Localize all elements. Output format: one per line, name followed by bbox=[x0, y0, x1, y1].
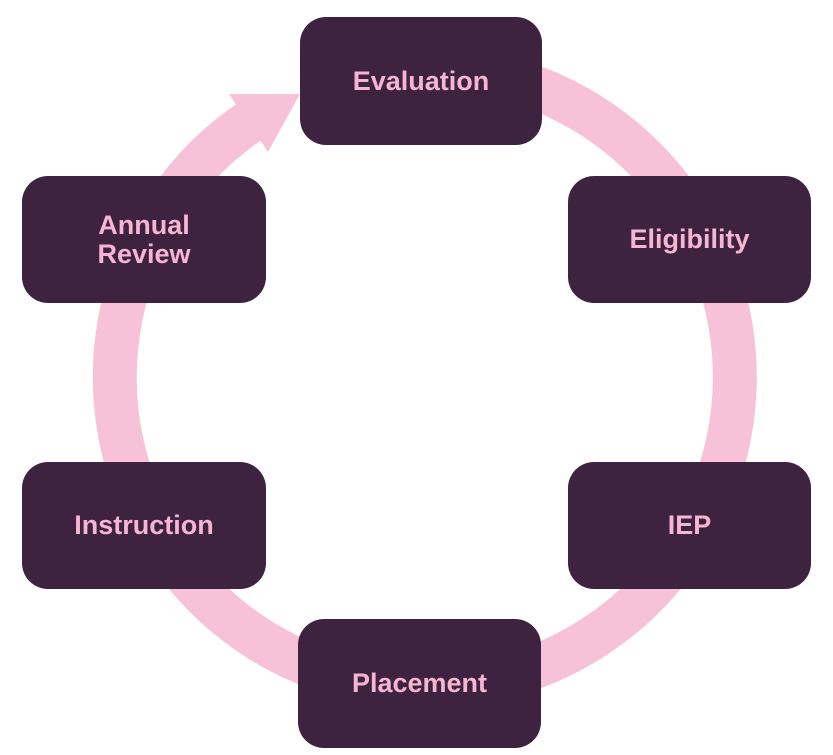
step-iep-label: IEP bbox=[667, 510, 712, 540]
step-instruction: Instruction bbox=[22, 462, 266, 589]
step-evaluation-label: Evaluation bbox=[352, 65, 490, 96]
step-placement: Placement bbox=[298, 619, 541, 748]
step-eligibility: Eligibility bbox=[568, 176, 811, 303]
step-annual-review-label: Annual Review bbox=[97, 209, 191, 269]
step-instruction-label: Instruction bbox=[74, 510, 214, 540]
step-evaluation: Evaluation bbox=[300, 17, 542, 145]
step-annual-review: Annual Review bbox=[22, 176, 266, 303]
cycle-arrowhead bbox=[229, 94, 300, 152]
step-iep: IEP bbox=[568, 462, 811, 589]
step-placement-label: Placement bbox=[351, 668, 488, 698]
step-eligibility-label: Eligibility bbox=[629, 224, 750, 254]
